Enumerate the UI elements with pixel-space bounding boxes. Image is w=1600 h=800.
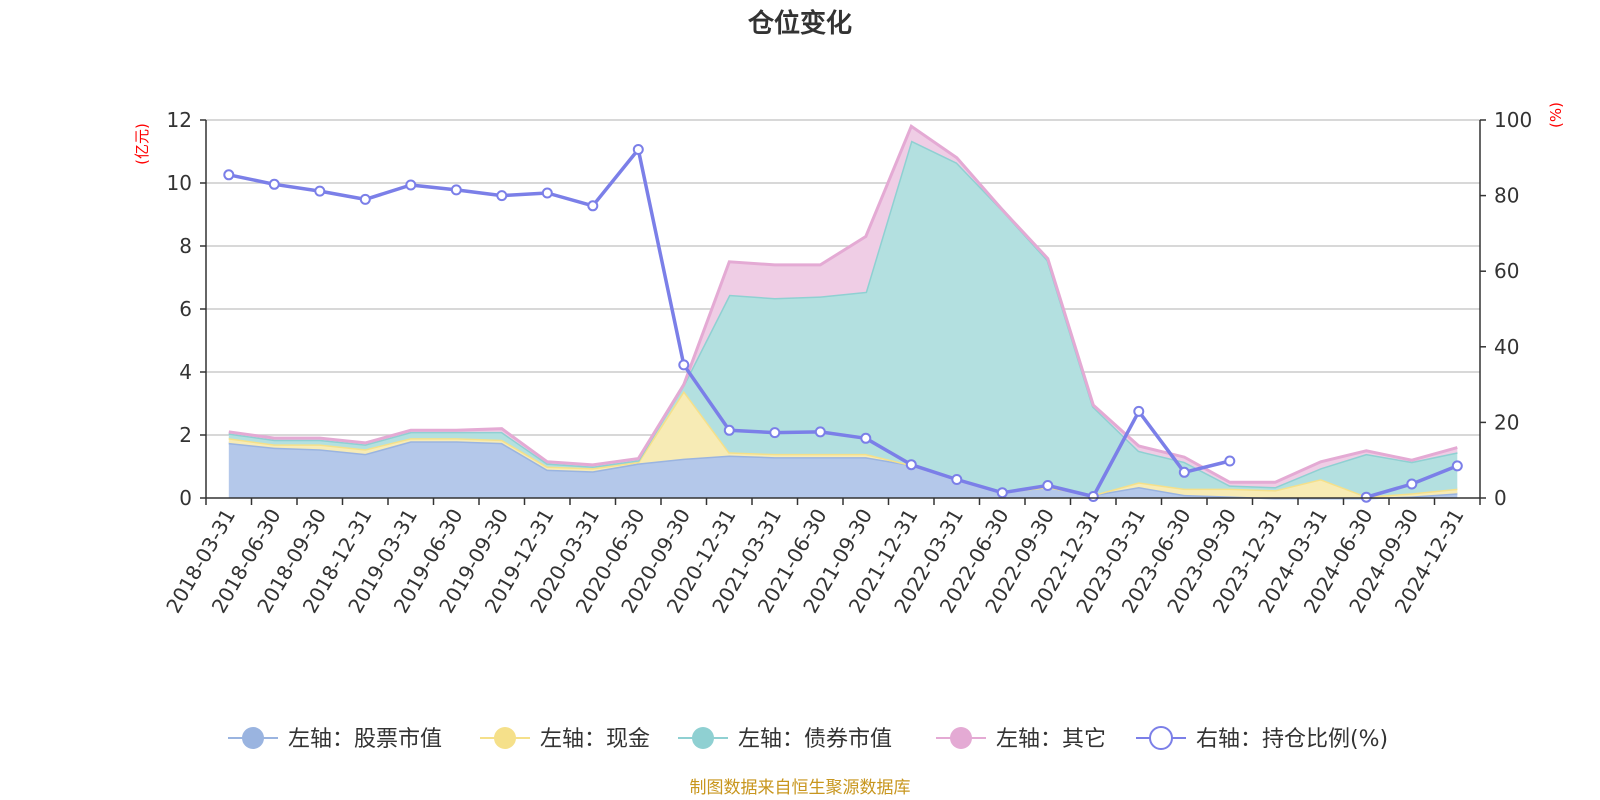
right-tick-label: 80 [1494, 184, 1519, 208]
right-tick-label: 60 [1494, 259, 1519, 283]
legend: 左轴：股票市值 左轴：现金 左轴：债券市值 左轴：其它 右轴：持仓比例(%) [228, 726, 1388, 752]
legend-label: 右轴：持仓比例(%) [1196, 727, 1388, 752]
left-axis-unit: (亿元) [133, 123, 151, 165]
legend-swatch [950, 727, 972, 749]
legend-label: 左轴：债券市值 [738, 727, 892, 752]
ratio-point [1042, 480, 1054, 491]
legend-item: 左轴：债券市值 [678, 727, 892, 752]
legend-swatch [692, 727, 714, 749]
right-axis-unit: (%) [1547, 102, 1565, 128]
ratio-point [1133, 405, 1145, 417]
legend-item: 左轴：股票市值 [228, 727, 442, 752]
ratio-point [1451, 460, 1463, 472]
source-note: 制图数据来自恒生聚源数据库 [690, 778, 911, 798]
ratio-point [450, 184, 462, 196]
ratio-point [1178, 466, 1190, 478]
legend-item: 左轴：现金 [480, 727, 650, 752]
ratio-point [268, 178, 280, 190]
stacked-areas [228, 124, 1458, 500]
area-series [228, 140, 1458, 497]
legend-label: 左轴：现金 [540, 727, 650, 752]
ratio-point [405, 179, 417, 191]
ratio-point [1224, 455, 1236, 467]
ratio-point [769, 427, 781, 439]
ratio-point [314, 185, 326, 197]
left-tick-label: 6 [179, 297, 192, 321]
legend-label: 左轴：其它 [996, 727, 1106, 752]
legend-swatch [242, 727, 264, 749]
area-series [228, 390, 1458, 498]
ratio-point [359, 193, 371, 205]
area-series-edge [228, 124, 1458, 484]
right-tick-label: 40 [1494, 335, 1519, 359]
left-tick-label: 4 [179, 360, 192, 384]
ratio-point [223, 169, 235, 181]
ratio-point [860, 432, 872, 444]
ratio-line [223, 144, 1463, 503]
left-tick-label: 0 [179, 486, 192, 510]
left-tick-label: 12 [167, 108, 192, 132]
ratio-point [541, 187, 553, 199]
legend-item: 右轴：持仓比例(%) [1136, 726, 1388, 752]
legend-swatch [1149, 726, 1173, 750]
chart-title: 仓位变化 [747, 8, 852, 39]
legend-label: 左轴：股票市值 [288, 727, 442, 752]
ratio-point [996, 487, 1008, 499]
left-tick-label: 2 [179, 423, 192, 447]
right-tick-label: 20 [1494, 410, 1519, 434]
ratio-point [496, 190, 508, 202]
left-tick-label: 8 [179, 234, 192, 258]
ratio-point [723, 424, 735, 436]
ratio-point [678, 359, 690, 371]
right-tick-label: 0 [1494, 486, 1507, 510]
ratio-point [1087, 491, 1099, 502]
ratio-point [587, 200, 599, 212]
left-tick-label: 10 [167, 171, 192, 195]
legend-swatch [494, 727, 516, 749]
legend-item: 左轴：其它 [936, 727, 1106, 752]
area-series [228, 441, 1458, 498]
ratio-point [1406, 478, 1418, 490]
ratio-point [1360, 491, 1372, 503]
right-tick-label: 100 [1494, 108, 1532, 132]
ratio-point [632, 144, 644, 155]
ratio-point [905, 459, 917, 471]
ratio-point [951, 474, 963, 485]
ratio-point [814, 426, 826, 438]
